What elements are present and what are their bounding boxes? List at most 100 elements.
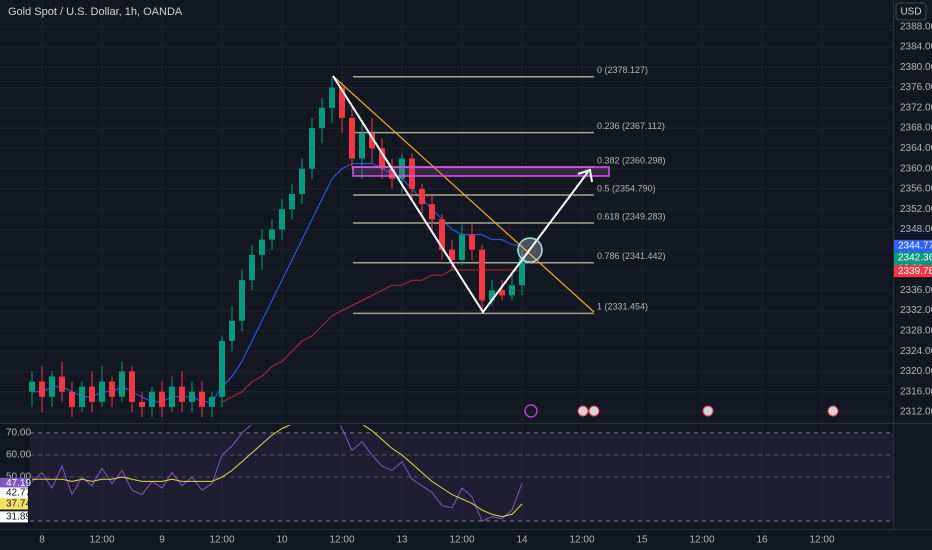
candle-body	[389, 168, 395, 179]
rsi-line	[31, 425, 523, 522]
y-tick-label: 2360.000	[900, 163, 932, 174]
x-tick-label: 13	[396, 535, 408, 546]
candle-body	[369, 133, 375, 149]
candle-body	[459, 234, 465, 260]
candle-body	[79, 386, 85, 407]
candle-body	[89, 386, 95, 402]
axes: 2312.000 2316.000 2320.000 2324.000 2328.000…	[0, 21, 932, 546]
candle-body	[419, 188, 425, 205]
y-tick-label: 2368.000	[900, 123, 932, 134]
candle-body	[69, 391, 75, 407]
rsi-tick-label: 60.00	[6, 450, 31, 461]
candle-body	[119, 371, 125, 397]
candle-body	[279, 209, 285, 230]
candle-body	[339, 87, 345, 118]
rsi-pane	[30, 425, 893, 522]
x-tick-label: 12:00	[89, 535, 114, 546]
candle-body	[379, 148, 385, 169]
candle-body	[329, 87, 335, 108]
rsi-tick-label: 50.00	[6, 472, 31, 483]
fib-label: 0.786 (2341.442)	[597, 251, 666, 261]
candle-body	[519, 258, 525, 286]
rsi-line	[32, 425, 523, 518]
candle-body	[169, 386, 175, 407]
y-tick-label: 2364.000	[900, 143, 932, 154]
candle-body	[179, 386, 185, 402]
rsi-value-label: 42.77	[6, 488, 31, 499]
candle-body	[359, 133, 365, 159]
fib-label: 0.236 (2367.112)	[597, 121, 665, 131]
candle-body	[319, 107, 325, 129]
candle-body	[479, 249, 485, 301]
price-tag-label: 2342.360	[898, 253, 932, 264]
candle-body	[489, 290, 495, 301]
x-tick-label: 12:00	[209, 535, 234, 546]
rsi-value-label: 47.19	[6, 478, 31, 489]
y-tick-label: 2348.000	[900, 224, 932, 235]
event-icon	[702, 405, 714, 417]
y-tick-label: 2336.000	[900, 285, 932, 296]
y-tick-label: 2316.000	[900, 386, 932, 397]
x-tick-label: 12:00	[809, 535, 834, 546]
candle-body	[209, 396, 215, 407]
y-tick-label: 2320.000	[900, 366, 932, 377]
candle-body	[409, 158, 415, 189]
fib-label: 1 (2331.454)	[597, 302, 648, 312]
chart-title: Gold Spot / U.S. Dollar, 1h, OANDA	[8, 6, 183, 18]
fib-label: 0.618 (2349.283)	[597, 211, 666, 221]
rsi-value-tag	[0, 487, 28, 499]
candle-body	[59, 376, 65, 392]
drawings	[332, 75, 839, 418]
fib-label: 0.5 (2354.790)	[597, 183, 656, 193]
fib-label: 0 (2378.127)	[597, 65, 648, 75]
x-tick-label: 15	[636, 535, 648, 546]
price-tag-label: 2339.787	[898, 266, 932, 277]
rsi-band	[30, 432, 893, 522]
candle-body	[249, 254, 255, 281]
currency: USD	[900, 7, 921, 18]
y-tick-label: 2380.000	[900, 62, 932, 73]
candle-body	[199, 391, 205, 407]
candle-body	[349, 117, 355, 159]
price-tag	[894, 239, 932, 252]
rsi-value-label: 37.74	[6, 499, 31, 510]
highlight-circle	[517, 237, 543, 263]
grid	[0, 0, 893, 527]
candle-body	[309, 128, 315, 169]
rsi-value-tag	[0, 477, 28, 489]
x-tick-label: 9	[159, 535, 165, 546]
candle-body	[139, 401, 145, 407]
candle-body	[39, 381, 45, 397]
candle-body	[219, 341, 225, 397]
event-icon	[524, 404, 538, 418]
candle-body	[499, 290, 505, 296]
candle-body	[449, 249, 455, 260]
y-tick-label: 2372.000	[900, 102, 932, 113]
rsi-value-tag	[0, 498, 28, 510]
zone-box	[352, 166, 610, 177]
x-tick-label: 12:00	[689, 535, 714, 546]
x-tick-label: 10	[276, 535, 288, 546]
y-tick-label: 2312.000	[900, 407, 932, 418]
trend-line	[332, 75, 595, 313]
candle-body	[189, 391, 195, 402]
candle-body	[259, 239, 265, 255]
candle-body	[239, 280, 245, 321]
candle-body	[49, 376, 55, 397]
y-tick-label: 2352.000	[900, 204, 932, 215]
zigzag	[332, 75, 589, 314]
candle-body	[129, 371, 135, 402]
price-tag-label: 2344.770	[898, 240, 932, 251]
candle-body	[269, 229, 275, 240]
rsi-lines	[31, 425, 523, 522]
y-tick-label: 2388.000	[900, 21, 932, 32]
y-tick-label: 2324.000	[900, 346, 932, 357]
y-tick-label: 2376.000	[900, 82, 932, 93]
candle-body	[509, 285, 515, 296]
arrow-head	[577, 168, 593, 183]
candle-body	[399, 158, 405, 179]
candle-body	[299, 168, 305, 194]
x-tick-label: 16	[756, 535, 768, 546]
